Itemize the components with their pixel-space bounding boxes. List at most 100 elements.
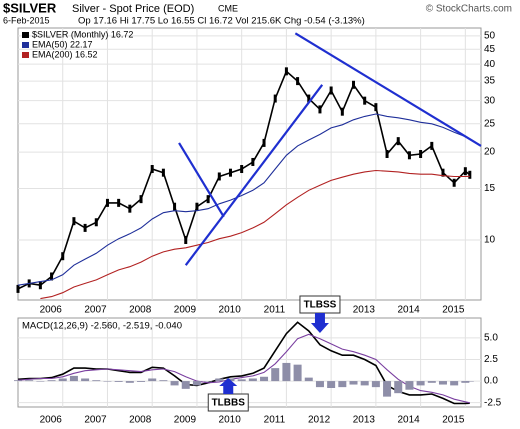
price-bar xyxy=(407,151,411,160)
x-tick-label: 2010 xyxy=(219,305,242,316)
histogram-bar xyxy=(192,381,201,386)
y-tick-label: 45 xyxy=(484,44,496,55)
histogram-bar xyxy=(137,381,146,382)
instrument-name: Silver - Spot Price (EOD) xyxy=(72,3,194,15)
price-bar xyxy=(139,195,143,204)
y-tick-label: 20 xyxy=(484,147,496,158)
x-tick-label: 2008 xyxy=(129,305,152,316)
histogram-bar xyxy=(248,378,257,382)
price-bar xyxy=(240,165,244,174)
annotation-label: TLBSS xyxy=(304,300,337,311)
price-bar xyxy=(173,202,177,211)
price-bar xyxy=(273,94,277,103)
y-tick-label: 30 xyxy=(484,95,496,106)
histogram-bar xyxy=(293,364,302,382)
annotation-arrow xyxy=(219,378,238,394)
histogram-bar xyxy=(125,381,134,383)
series-line xyxy=(17,69,471,290)
price-bar xyxy=(363,96,367,105)
histogram-bar xyxy=(416,381,425,386)
price-bar xyxy=(38,281,42,290)
price-bar xyxy=(117,198,121,207)
y-tick-label: 10 xyxy=(484,235,496,246)
x-tick-label: 2008 xyxy=(129,415,152,426)
series-line xyxy=(40,169,470,300)
price-bar xyxy=(128,204,132,213)
histogram-bar xyxy=(271,368,280,382)
price-bar xyxy=(284,67,288,76)
x-tick-label: 2009 xyxy=(174,305,197,316)
histogram-bar xyxy=(371,381,380,388)
legend-label: EMA(200) 16.52 xyxy=(32,49,98,59)
histogram-bar xyxy=(25,380,34,382)
price-bar xyxy=(61,252,65,261)
histogram-bar xyxy=(148,378,157,382)
y-tick-label: 2.5 xyxy=(484,354,498,365)
panel-title: MACD(12,26,9) -2.560, -2.519, -0.040 xyxy=(22,321,182,332)
price-bar xyxy=(195,202,199,211)
trendline xyxy=(178,142,225,218)
histogram-bar xyxy=(360,381,369,386)
histogram-bar xyxy=(237,379,246,382)
price-bar xyxy=(184,235,188,244)
y-tick-label: 15 xyxy=(484,183,496,194)
price-bar xyxy=(150,165,154,174)
price-bar xyxy=(452,178,456,187)
histogram-bar xyxy=(92,380,101,382)
histogram-bar xyxy=(215,378,224,382)
histogram-bar xyxy=(47,380,56,382)
x-tick-label: 2015 xyxy=(442,415,465,426)
price-bar xyxy=(385,149,389,158)
y-tick-label: 25 xyxy=(484,118,496,129)
price-bar xyxy=(329,86,333,95)
histogram-bar xyxy=(159,380,168,382)
date: 6-Feb-2015 xyxy=(3,15,50,25)
histogram-bar xyxy=(36,381,45,382)
x-tick-label: 2007 xyxy=(84,415,107,426)
histogram-bar xyxy=(181,381,190,389)
credit: © StockCharts.com xyxy=(426,4,512,15)
price-bar xyxy=(262,138,266,147)
histogram-bar xyxy=(338,381,347,388)
quote: Op 17.16 Hi 17.75 Lo 16.55 Cl 16.72 Vol … xyxy=(78,16,365,27)
histogram-bar xyxy=(327,381,336,388)
price-bar xyxy=(50,272,54,281)
histogram-bar xyxy=(114,381,123,382)
price-bar xyxy=(161,168,165,177)
x-tick-label: 2011 xyxy=(264,305,286,316)
price-bar xyxy=(396,137,400,146)
price-bar xyxy=(251,157,255,166)
histogram-bar xyxy=(58,378,67,382)
y-tick-label: 0.0 xyxy=(484,376,498,387)
price-bar xyxy=(441,168,445,177)
histogram-bar xyxy=(427,381,436,383)
price-bar xyxy=(318,105,322,114)
annotation-label: TLBBS xyxy=(212,398,246,409)
symbol: $SILVER xyxy=(3,0,57,15)
price-bar xyxy=(16,284,20,293)
histogram-bar xyxy=(461,381,470,383)
histogram-bar xyxy=(204,381,213,382)
histogram-bar xyxy=(103,381,112,382)
price-bar xyxy=(105,198,109,207)
price-bar xyxy=(430,141,434,150)
x-tick-label: 2007 xyxy=(84,305,107,316)
histogram-bar xyxy=(383,381,392,397)
x-tick-label: 2013 xyxy=(353,415,376,426)
legend-swatch xyxy=(22,42,29,48)
series-line xyxy=(17,333,470,404)
price-bar xyxy=(72,217,76,226)
x-tick-label: 2014 xyxy=(397,305,420,316)
trendline xyxy=(184,84,324,266)
price-bar xyxy=(307,94,311,103)
legend-label: EMA(50) 22.17 xyxy=(32,39,93,49)
y-tick-label: -2.5 xyxy=(484,397,502,408)
x-tick-label: 2006 xyxy=(40,415,63,426)
x-tick-label: 2013 xyxy=(353,305,376,316)
legend-swatch xyxy=(22,52,29,58)
exchange: CME xyxy=(218,3,238,13)
histogram-bar xyxy=(465,381,474,382)
histogram-bar xyxy=(81,378,90,382)
trendline xyxy=(294,32,482,147)
